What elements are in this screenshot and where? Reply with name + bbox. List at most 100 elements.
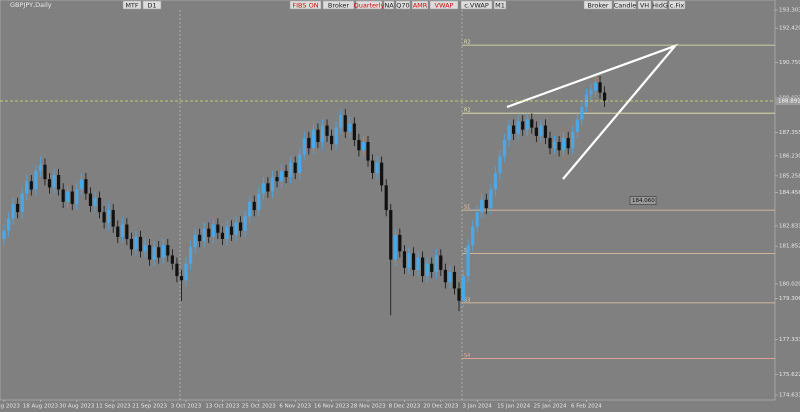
x-tick-label: 6 Nov 2023 — [279, 404, 311, 410]
candle-body — [334, 127, 338, 145]
toolbar-button[interactable] — [322, 0, 355, 10]
candle-body — [184, 263, 188, 281]
candle-body — [111, 210, 115, 227]
y-tick-label: 177.333 — [779, 337, 800, 343]
candle-body — [143, 245, 147, 252]
candle-body — [398, 234, 402, 252]
candle-body — [248, 201, 252, 217]
toolbar-button-label[interactable]: AMR — [413, 2, 428, 10]
x-tick-label: 3 Oct 2023 — [171, 404, 202, 410]
candle-body — [466, 245, 470, 277]
candle-body — [229, 226, 234, 235]
y-tick-label: 182.831 — [779, 223, 800, 229]
candle-body — [20, 193, 24, 213]
candle-body — [598, 82, 602, 93]
toolbar-button-label[interactable]: Broker — [587, 2, 608, 10]
candle-body — [70, 191, 74, 204]
toolbar-button-label[interactable]: Quarterly — [354, 2, 385, 10]
pivot-level-label: S4 — [464, 353, 470, 359]
toolbar-button-label[interactable]: D1 — [147, 2, 156, 10]
candle-body — [552, 142, 557, 149]
candle-body — [261, 183, 265, 194]
toolbar-button-label[interactable]: VH — [640, 2, 649, 10]
toolbar-button-label[interactable]: c.Fix — [670, 2, 685, 10]
candle-body — [507, 125, 511, 140]
toolbar-button[interactable] — [493, 0, 507, 10]
toolbar-button[interactable] — [355, 0, 383, 10]
toolbar-button[interactable] — [613, 0, 637, 10]
candle-body — [102, 212, 106, 223]
price-tag-label: 184.060 — [632, 198, 655, 204]
y-tick-label: 174.633 — [779, 393, 800, 399]
symbol-title: GBPJPY,Daily — [10, 1, 52, 9]
toolbar-button-label[interactable]: Candle — [614, 2, 637, 10]
toolbar-button[interactable] — [122, 0, 142, 10]
toolbar-button[interactable] — [460, 0, 493, 10]
candle-body — [11, 203, 15, 219]
x-tick-label: 16 Nov 2023 — [314, 404, 350, 410]
candle-body — [530, 119, 534, 128]
x-tick-label: 30 Aug 2023 — [59, 404, 95, 410]
toolbar-button[interactable] — [395, 0, 411, 10]
toolbar: MTF D1 FIBS ON Broker Quarterly NA Q70 AMR VWAP c… — [122, 0, 686, 10]
toolbar-button-label[interactable]: NA — [384, 2, 394, 10]
candle-body — [16, 203, 20, 213]
x-tick-label: 8 Dec 2023 — [389, 404, 421, 410]
toolbar-button-label[interactable]: Broker — [328, 2, 349, 10]
candle-body — [38, 164, 42, 171]
candle-body — [116, 226, 120, 237]
candle-body — [284, 170, 288, 178]
toolbar-button[interactable] — [652, 0, 668, 10]
candle-body — [521, 121, 525, 130]
candle-body — [157, 247, 161, 258]
toolbar-button[interactable] — [383, 0, 395, 10]
candle-body — [575, 119, 579, 132]
toolbar-button[interactable] — [411, 0, 429, 10]
candle-body — [566, 137, 570, 149]
pivot-level-label: R2 — [464, 40, 471, 46]
candle-body — [439, 255, 443, 270]
candle-body — [252, 201, 256, 211]
candle-body — [29, 181, 33, 190]
toolbar-button[interactable] — [429, 0, 459, 10]
candle-body — [320, 125, 325, 143]
bid-label: 188.891 — [778, 98, 800, 104]
toolbar-button-label[interactable]: M1 — [495, 2, 505, 10]
candle-body — [134, 236, 138, 250]
y-tick-label: 186.230 — [779, 153, 800, 159]
toolbar-button-label[interactable]: FIBS ON — [292, 2, 318, 10]
candle-body — [603, 92, 607, 101]
candle-body — [389, 210, 393, 260]
candle-body — [493, 172, 497, 190]
toolbar-button[interactable] — [583, 0, 613, 10]
x-tick-label: 13 Oct 2023 — [205, 404, 240, 410]
candle-body — [348, 123, 352, 132]
toolbar-button-label[interactable]: HidG — [652, 2, 668, 10]
candle-body — [170, 255, 174, 264]
candle-body — [430, 263, 434, 272]
toolbar-button[interactable] — [668, 0, 686, 10]
toolbar-button[interactable] — [637, 0, 652, 10]
toolbar-button[interactable] — [289, 0, 322, 10]
candle-body — [393, 234, 397, 260]
candle-body — [402, 251, 406, 268]
candle-body — [307, 137, 311, 149]
x-tick-label: 8 Aug 2023 — [0, 404, 20, 410]
candle-body — [498, 156, 502, 173]
toolbar-button-label[interactable]: VWAP — [435, 2, 454, 10]
candle-body — [2, 230, 6, 239]
candle-body — [166, 245, 170, 256]
y-tick-label: 193.303 — [779, 8, 800, 14]
toolbar-button-label[interactable]: Q70 — [396, 2, 409, 10]
toolbar-button-label[interactable]: c.VWAP — [464, 2, 489, 10]
candle-body — [548, 137, 552, 149]
x-tick-label: 11 Sep 2023 — [96, 404, 131, 410]
candle-body — [193, 234, 197, 248]
candle-body — [6, 218, 11, 231]
candle-body — [211, 224, 215, 237]
candle-body — [289, 162, 293, 178]
toolbar-button-label[interactable]: MTF — [125, 2, 139, 10]
candle-body — [93, 197, 97, 206]
toolbar-button[interactable] — [142, 0, 162, 10]
bid-box — [775, 96, 800, 105]
